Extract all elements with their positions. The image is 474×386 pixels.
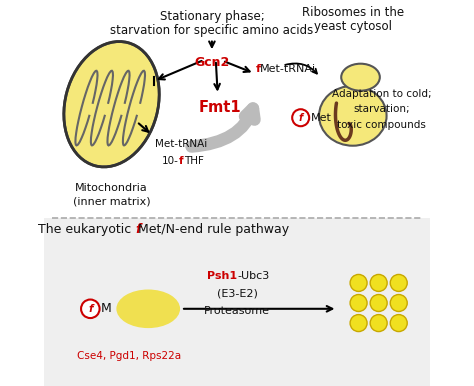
Text: Met-tRNAi: Met-tRNAi (260, 64, 316, 74)
Circle shape (390, 315, 407, 332)
Text: yeast cytosol: yeast cytosol (314, 20, 392, 34)
Circle shape (390, 274, 407, 291)
Ellipse shape (341, 64, 380, 91)
FancyArrowPatch shape (285, 63, 317, 74)
Text: 10-: 10- (162, 156, 178, 166)
Circle shape (292, 109, 309, 126)
Circle shape (370, 295, 387, 312)
Text: starvation for specific amino acids: starvation for specific amino acids (110, 24, 313, 37)
Text: Mitochondria: Mitochondria (75, 183, 148, 193)
Text: toxic compounds: toxic compounds (337, 120, 426, 130)
Circle shape (390, 295, 407, 312)
Text: (E3-E2): (E3-E2) (217, 288, 257, 298)
Text: f: f (88, 304, 92, 314)
Circle shape (370, 315, 387, 332)
Text: (inner matrix): (inner matrix) (73, 197, 150, 207)
Text: f: f (136, 223, 141, 236)
Text: Fmt1: Fmt1 (198, 100, 241, 115)
Text: Cse4, Pgd1, Rps22a: Cse4, Pgd1, Rps22a (77, 351, 181, 361)
Text: f: f (178, 156, 183, 166)
Text: -Ubc3: -Ubc3 (237, 271, 269, 281)
Text: Proteasome: Proteasome (204, 306, 270, 316)
Text: Stationary phase;: Stationary phase; (160, 10, 264, 23)
Text: Psh1: Psh1 (207, 271, 237, 281)
Circle shape (350, 295, 367, 312)
Text: starvation;: starvation; (354, 104, 410, 114)
Text: f: f (299, 113, 303, 123)
Circle shape (350, 315, 367, 332)
Circle shape (370, 274, 387, 291)
Text: Met/N-end rule pathway: Met/N-end rule pathway (138, 223, 289, 236)
Circle shape (81, 300, 100, 318)
Text: THF: THF (184, 156, 204, 166)
Bar (44, 218, 430, 386)
Text: The eukaryotic: The eukaryotic (38, 223, 136, 236)
Ellipse shape (117, 290, 180, 328)
Text: M: M (101, 302, 112, 315)
Text: Met: Met (311, 113, 332, 123)
Circle shape (350, 274, 367, 291)
Text: Ribosomes in the: Ribosomes in the (302, 6, 404, 19)
Bar (44, 0, 430, 218)
Text: Gcn2: Gcn2 (194, 56, 229, 69)
Ellipse shape (64, 42, 159, 167)
Ellipse shape (319, 86, 387, 146)
Text: Met-tRNAi: Met-tRNAi (155, 139, 207, 149)
FancyArrowPatch shape (191, 108, 255, 147)
Text: f: f (255, 64, 261, 74)
Text: Adaptation to cold;: Adaptation to cold; (332, 89, 431, 99)
